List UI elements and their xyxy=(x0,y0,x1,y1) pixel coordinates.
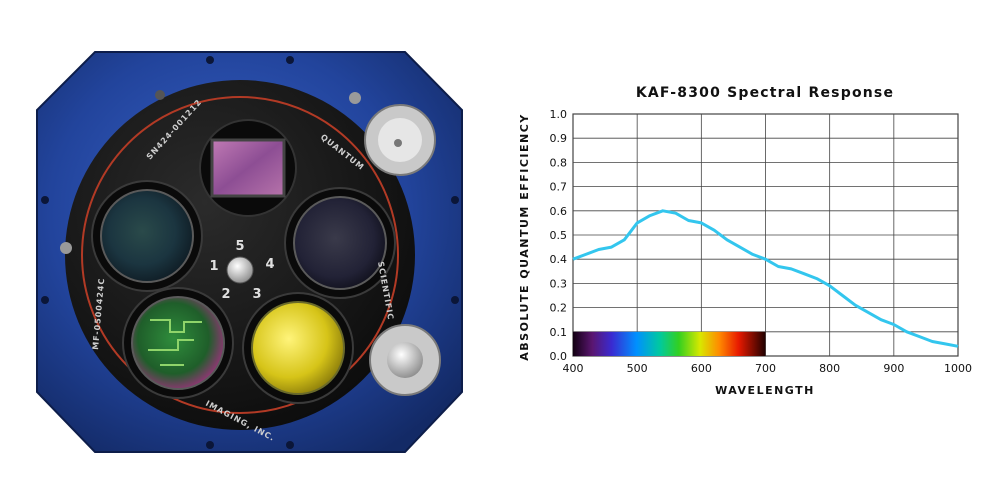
x-tick-label: 800 xyxy=(819,362,840,375)
chart-grid xyxy=(572,113,959,357)
slot-number-3: 3 xyxy=(252,287,261,302)
y-tick-label: 0.1 xyxy=(550,326,568,339)
filter-slot-right xyxy=(284,187,396,299)
x-tick-label: 500 xyxy=(627,362,648,375)
filter-slot-bottom-right xyxy=(242,292,354,404)
y-tick-label: 0.3 xyxy=(550,277,568,290)
slot-number-1: 1 xyxy=(209,259,218,274)
side-mechanism xyxy=(364,104,441,396)
x-tick-label: 700 xyxy=(755,362,776,375)
x-tick-label: 1000 xyxy=(944,362,972,375)
filter-slot-bottom-left xyxy=(122,287,234,399)
chart-title: KAF-8300 Spectral Response xyxy=(636,85,894,101)
y-axis-label: Absolute Quantum Efficiency xyxy=(518,113,531,361)
plate-screws xyxy=(60,90,361,254)
accent-ring xyxy=(81,96,399,414)
y-tick-label: 0.4 xyxy=(550,253,568,266)
y-tick-label: 0.2 xyxy=(550,302,568,315)
qe-series-line xyxy=(572,209,959,348)
y-tick-labels: 0.0 0.1 0.2 0.3 0.4 0.5 0.6 0.7 0.8 0.9 1.0 xyxy=(550,108,568,363)
center-hub xyxy=(226,256,254,284)
filter-slot-left xyxy=(91,180,203,292)
x-tick-labels: 400 500 600 700 800 900 1000 xyxy=(563,362,973,375)
visible-spectrum-band xyxy=(573,331,766,356)
y-tick-label: 1.0 xyxy=(550,108,568,121)
slot-number-5: 5 xyxy=(235,239,244,254)
y-tick-label: 0.0 xyxy=(550,350,568,363)
y-tick-label: 0.5 xyxy=(550,229,568,242)
ccd-sensor xyxy=(210,138,286,198)
y-tick-label: 0.7 xyxy=(550,181,568,194)
slot-number-2: 2 xyxy=(221,287,230,302)
x-tick-label: 900 xyxy=(883,362,904,375)
camera-photo: 5 4 3 2 1 SN424-001212 QUANTUM SCIENTIFI… xyxy=(36,51,463,453)
slot-number-4: 4 xyxy=(265,257,274,272)
x-tick-label: 400 xyxy=(563,362,584,375)
body-screws xyxy=(41,56,459,449)
y-tick-label: 0.6 xyxy=(550,205,568,218)
spectral-response-chart: KAF-8300 Spectral Response 400 500 600 700 8… xyxy=(518,85,973,397)
y-tick-label: 0.8 xyxy=(550,156,568,169)
x-axis-label: Wavelength xyxy=(715,384,815,397)
y-tick-label: 0.9 xyxy=(550,132,568,145)
x-tick-label: 600 xyxy=(691,362,712,375)
